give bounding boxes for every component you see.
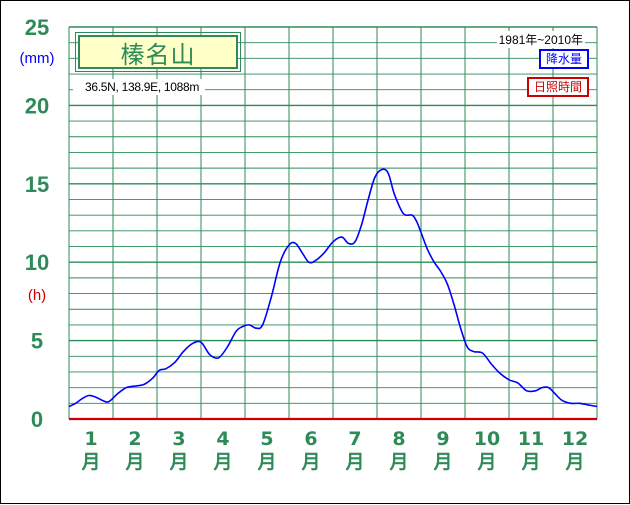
month-label-suffix: 月	[80, 451, 100, 473]
month-label-suffix: 月	[212, 451, 232, 473]
station-location: 36.5N, 138.9E, 1088m	[73, 79, 206, 95]
precipitation-line	[68, 168, 598, 408]
chart-title: 榛名山	[120, 40, 196, 69]
month-label-number: 10	[474, 428, 500, 450]
month-label-number: 3	[172, 428, 185, 450]
month-label-number: 9	[436, 428, 449, 450]
month-label-suffix: 月	[256, 451, 276, 473]
month-label-suffix: 月	[168, 451, 188, 473]
month-label-suffix: 月	[476, 451, 496, 473]
y-tick-label: 15	[25, 172, 49, 197]
month-label-number: 4	[216, 428, 229, 450]
month-label-suffix: 月	[124, 451, 144, 473]
y-unit-hours: (h)	[28, 287, 46, 304]
y-unit-mm: (mm)	[20, 50, 55, 67]
month-label-suffix: 月	[432, 451, 452, 473]
station-name-box: 榛名山	[75, 32, 241, 72]
month-label-number: 2	[128, 428, 141, 450]
month-label-number: 7	[348, 428, 361, 450]
month-label-suffix: 月	[564, 451, 584, 473]
month-label-number: 12	[562, 428, 588, 450]
legend-precipitation: 降水量	[538, 49, 589, 69]
month-label-number: 1	[84, 428, 97, 450]
month-label-suffix: 月	[388, 451, 408, 473]
y-tick-label: 20	[25, 93, 49, 118]
month-label-suffix: 月	[344, 451, 364, 473]
series-lines	[68, 168, 598, 421]
month-label-suffix: 月	[300, 451, 320, 473]
y-tick-label: 10	[25, 250, 49, 275]
y-tick-label: 0	[31, 407, 43, 432]
y-axis-ticks: 0 5 10 15 20 25	[25, 15, 49, 432]
month-label-number: 5	[260, 428, 273, 450]
y-tick-label: 5	[31, 329, 43, 354]
month-label-number: 8	[392, 428, 405, 450]
month-label-suffix: 月	[520, 451, 540, 473]
period-label: 1981年~2010年	[496, 31, 585, 48]
legend-sunshine: 日照時間	[526, 77, 589, 97]
month-label-number: 6	[304, 428, 317, 450]
grid-lines	[68, 26, 598, 420]
y-tick-label: 25	[25, 15, 49, 40]
month-label-number: 11	[518, 428, 544, 450]
